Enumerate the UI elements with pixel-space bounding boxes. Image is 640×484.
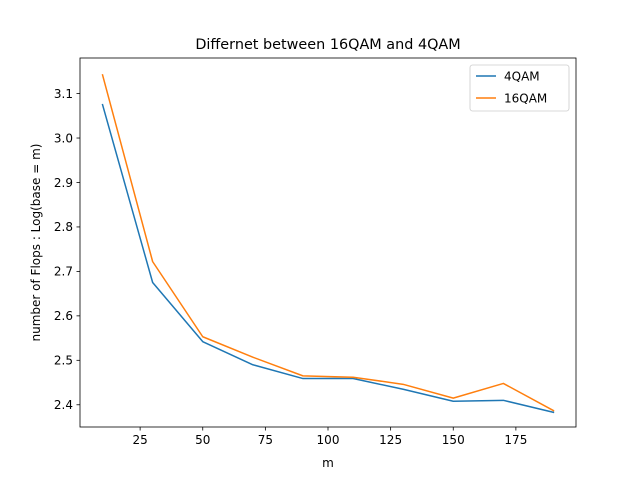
legend: 4QAM 16QAM [469, 64, 570, 112]
x-axis-label: m [322, 456, 334, 470]
y-tick-label: 2.5 [54, 354, 73, 368]
series-line-4qam [101, 103, 555, 414]
legend-label: 16QAM [504, 91, 547, 105]
chart-title: Differnet between 16QAM and 4QAM [195, 37, 460, 53]
x-tick-label: 175 [504, 433, 527, 447]
legend-label: 4QAM [504, 69, 540, 83]
series-line-16qam [101, 73, 555, 412]
y-axis: 2.4 2.5 2.6 2.7 2.8 2.9 3.0 3.1 [54, 87, 80, 412]
y-axis-label: number of Flops : Log(base = m) [29, 144, 43, 342]
y-tick-label: 3.0 [54, 131, 73, 145]
y-tick-label: 2.6 [54, 309, 73, 323]
x-tick-label: 150 [442, 433, 465, 447]
series-layer [101, 73, 555, 414]
x-tick-label: 100 [317, 433, 340, 447]
x-tick-label: 50 [195, 433, 210, 447]
y-tick-label: 2.7 [54, 265, 73, 279]
y-tick-label: 2.8 [54, 220, 73, 234]
x-tick-label: 25 [132, 433, 147, 447]
x-axis: 25 50 75 100 125 150 175 [132, 427, 527, 447]
x-tick-label: 75 [258, 433, 273, 447]
y-tick-label: 2.4 [54, 398, 73, 412]
x-tick-label: 125 [379, 433, 402, 447]
y-tick-label: 2.9 [54, 176, 73, 190]
y-tick-label: 3.1 [54, 87, 73, 101]
